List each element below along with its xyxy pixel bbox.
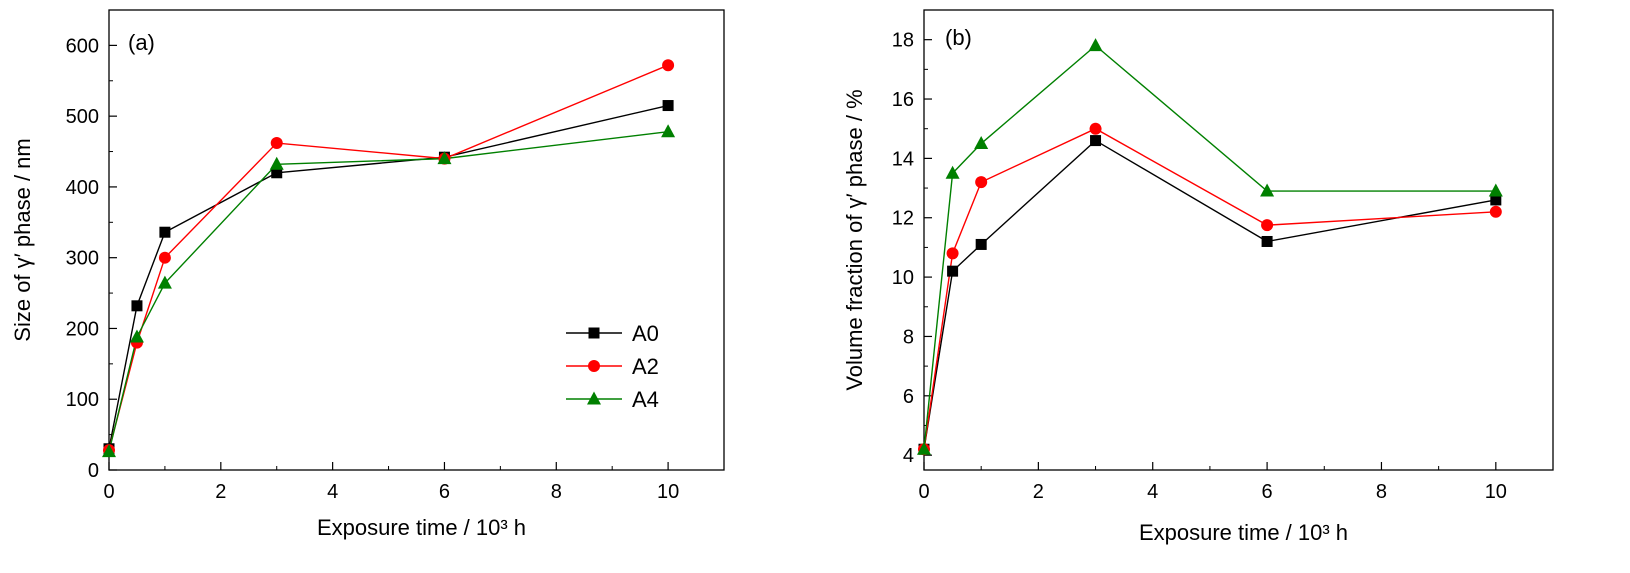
series-line-a2 [923, 127, 1496, 450]
data-point-a4 [269, 156, 284, 170]
series-line-a4 [108, 131, 669, 452]
y-tick-label: 8 [903, 326, 914, 348]
x-tick-label: 10 [1485, 481, 1507, 503]
data-point-a0 [131, 300, 143, 312]
data-point-a0 [1261, 235, 1273, 247]
y-tick-label: 4 [903, 445, 914, 467]
data-point-a4 [102, 444, 116, 458]
x-tick-label: 10 [657, 481, 679, 503]
legend-label: A4 [632, 387, 659, 412]
x-tick-label: 4 [1147, 481, 1158, 503]
data-point-a2 [1089, 122, 1102, 135]
y-tick-label: 16 [892, 89, 914, 111]
y-tick-label: 12 [892, 208, 914, 230]
series-line-a4 [923, 44, 1496, 450]
chart-panel-b: 0 2 4 6 8 10 4 6 8 10 12 14 16 18 Exposure time / 10³ … [842, 9, 1554, 545]
legend-marker [588, 360, 600, 372]
legend-item-a0: A0 [566, 321, 659, 346]
data-point-a4 [661, 124, 676, 138]
data-point-a4 [157, 275, 172, 289]
y-tick-label: 0 [88, 460, 99, 482]
data-point-a4 [1260, 183, 1275, 197]
y-tick-label: 600 [66, 35, 99, 57]
data-point-a4 [974, 136, 989, 150]
data-point-a0 [271, 167, 283, 179]
data-point-a2 [975, 176, 988, 189]
data-point-a0 [662, 100, 674, 112]
y-tick-label: 400 [66, 177, 99, 199]
data-point-a0 [1090, 135, 1102, 147]
data-point-a4 [437, 151, 452, 165]
x-tick-label: 2 [1033, 481, 1044, 503]
y-tick-label: 18 [892, 30, 914, 52]
legend-item-a4: A4 [566, 387, 659, 412]
y-axis-title: Volume fraction of γ′ phase / % [842, 89, 867, 390]
data-point-a2 [1489, 205, 1502, 218]
y-tick-label: 6 [903, 386, 914, 408]
x-tick-label: 0 [103, 481, 114, 503]
plot-frame [108, 9, 725, 471]
y-axis-title: Size of γ′ phase / nm [10, 138, 35, 341]
legend-item-a2: A2 [566, 354, 659, 379]
data-point-a0 [947, 265, 959, 277]
x-tick-label: 6 [1262, 481, 1273, 503]
data-point-a2 [1261, 219, 1274, 232]
series-line-a0 [108, 104, 669, 449]
legend: A0 A2 A4 [566, 321, 659, 412]
data-point-a0 [1490, 194, 1502, 206]
x-tick-label: 8 [1376, 481, 1387, 503]
y-tick-label: 14 [892, 148, 914, 170]
x-tick-label: 4 [327, 481, 338, 503]
data-point-a0 [975, 238, 987, 250]
y-tick-label: 300 [66, 248, 99, 270]
series-line-a0 [923, 139, 1496, 450]
data-point-a2 [270, 137, 283, 150]
y-tick-label: 500 [66, 106, 99, 128]
x-tick-label: 6 [439, 481, 450, 503]
data-point-a4 [917, 441, 931, 455]
data-point-a2 [946, 247, 959, 260]
data-point-a4 [1088, 38, 1103, 52]
data-point-a0 [159, 226, 171, 238]
legend-label: A2 [632, 354, 659, 379]
data-point-a2 [158, 251, 171, 264]
data-point-a2 [662, 59, 675, 72]
y-tick-label: 10 [892, 267, 914, 289]
y-tick-label: 100 [66, 389, 99, 411]
legend-marker [588, 327, 600, 339]
data-point-a4 [945, 165, 960, 179]
y-tick-label: 200 [66, 318, 99, 340]
x-tick-label: 2 [215, 481, 226, 503]
data-point-a4 [1488, 183, 1503, 197]
x-axis-title: Exposure time / 10³ h [317, 515, 526, 540]
panel-label: (a) [128, 30, 155, 55]
legend-label: A0 [632, 321, 659, 346]
legend-marker [587, 391, 601, 405]
plot-frame [923, 9, 1554, 471]
x-tick-label: 8 [551, 481, 562, 503]
x-tick-label: 0 [918, 481, 929, 503]
data-point-a4 [129, 329, 144, 343]
panel-label: (b) [945, 25, 972, 50]
series-line-a2 [108, 64, 669, 451]
x-axis-title: Exposure time / 10³ h [1139, 520, 1348, 545]
